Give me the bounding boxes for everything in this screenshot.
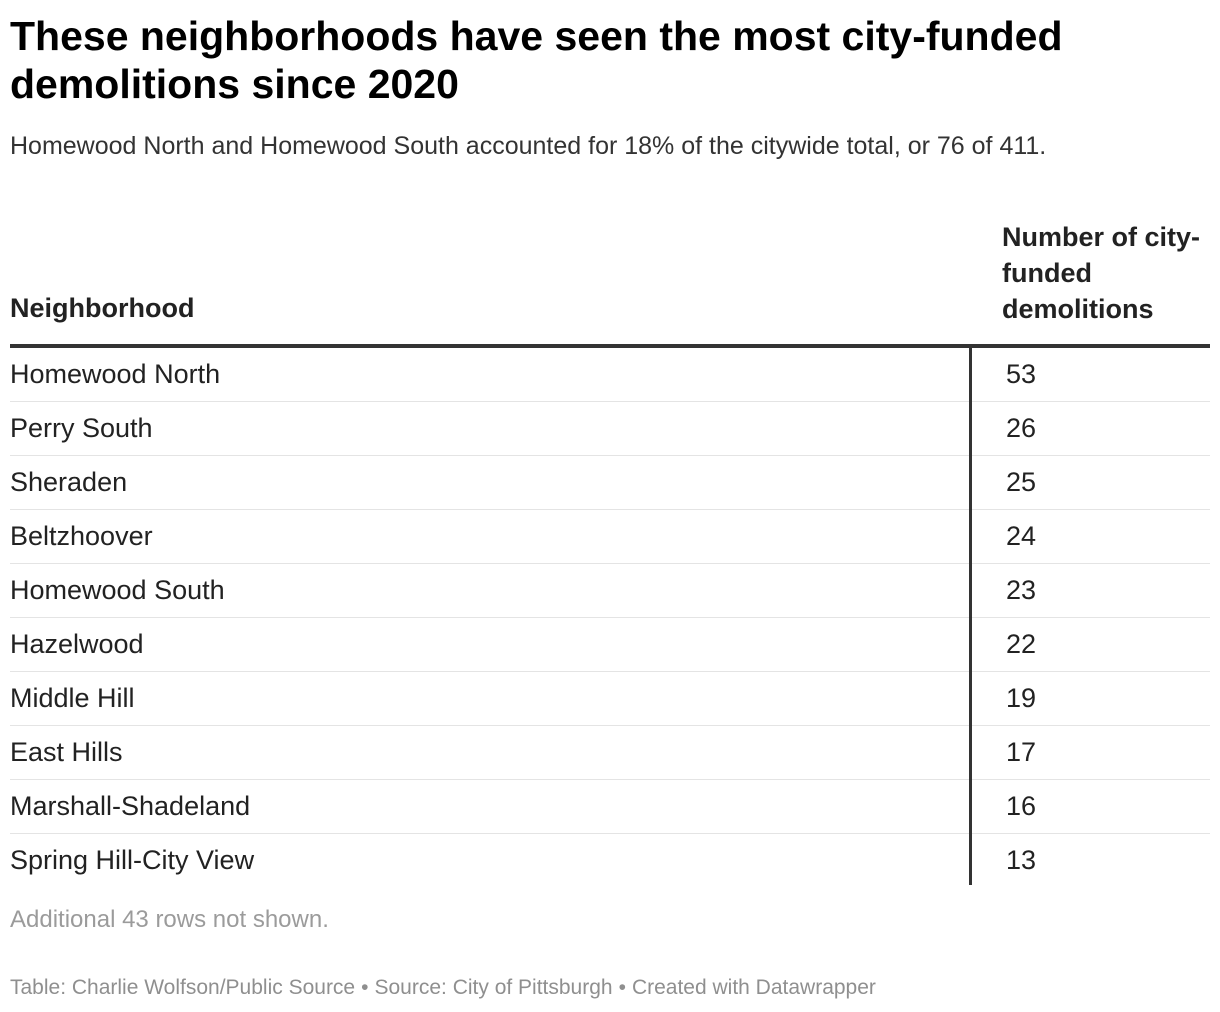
footer-separator: • [361, 976, 369, 999]
demolitions-count-cell: 13 [1006, 845, 1037, 875]
table-row: Hazelwood 22 [10, 618, 1210, 672]
demolitions-count-cell: 26 [1006, 413, 1037, 443]
demolitions-count-cell: 53 [1006, 359, 1037, 389]
neighborhood-cell: Perry South [10, 413, 153, 443]
neighborhood-cell: Sheraden [10, 467, 128, 497]
table-row: Middle Hill 19 [10, 672, 1210, 726]
header-rule [10, 344, 1210, 348]
demolitions-count-cell: 23 [1006, 575, 1037, 605]
neighborhood-cell: Hazelwood [10, 629, 144, 659]
table-row: Marshall-Shadeland 16 [10, 780, 1210, 834]
chart-title: These neighborhoods have seen the most c… [10, 13, 1063, 107]
column-header-neighborhood[interactable]: Neighborhood [10, 293, 195, 323]
table-row: Spring Hill-City View 13 [10, 834, 1210, 888]
footer-separator: • [618, 976, 626, 999]
table-body: Homewood North 53 Perry South 26 Sheraden 25 B… [10, 348, 1210, 888]
demolitions-count-cell: 19 [1006, 683, 1037, 713]
datawrapper-credit[interactable]: Created with Datawrapper [631, 976, 876, 999]
column-header-demolitions[interactable]: Number of city-funded demolitions [1002, 222, 1201, 324]
neighborhood-cell: Marshall-Shadeland [10, 791, 251, 821]
neighborhood-cell: Beltzhoover [10, 521, 153, 551]
table-row: Homewood South 23 [10, 564, 1210, 618]
demolitions-count-cell: 17 [1006, 737, 1037, 767]
rows-not-shown-note: Additional 43 rows not shown. [10, 906, 329, 933]
table-row: Beltzhoover 24 [10, 510, 1210, 564]
neighborhood-cell: Spring Hill-City View [10, 845, 255, 875]
table-row: Perry South 26 [10, 402, 1210, 456]
neighborhood-cell: Homewood South [10, 575, 225, 605]
demolitions-count-cell: 24 [1006, 521, 1037, 551]
table-row: East Hills 17 [10, 726, 1210, 780]
demolitions-count-cell: 25 [1006, 467, 1037, 497]
table-row: Sheraden 25 [10, 456, 1210, 510]
neighborhood-cell: Homewood North [10, 359, 221, 389]
chart-subtitle: Homewood North and Homewood South accoun… [10, 132, 1047, 160]
neighborhood-cell: East Hills [10, 737, 123, 767]
column-divider [969, 348, 972, 885]
chart-footer: Table: Charlie Wolfson/Public Source • Sou… [10, 974, 876, 1002]
neighborhood-cell: Middle Hill [10, 683, 135, 713]
demolitions-count-cell: 22 [1006, 629, 1037, 659]
demolitions-count-cell: 16 [1006, 791, 1037, 821]
source-credit: Source: City of Pittsburgh [374, 976, 613, 999]
table-row: Homewood North 53 [10, 348, 1210, 402]
table-credit: Table: Charlie Wolfson/Public Source [10, 976, 356, 999]
